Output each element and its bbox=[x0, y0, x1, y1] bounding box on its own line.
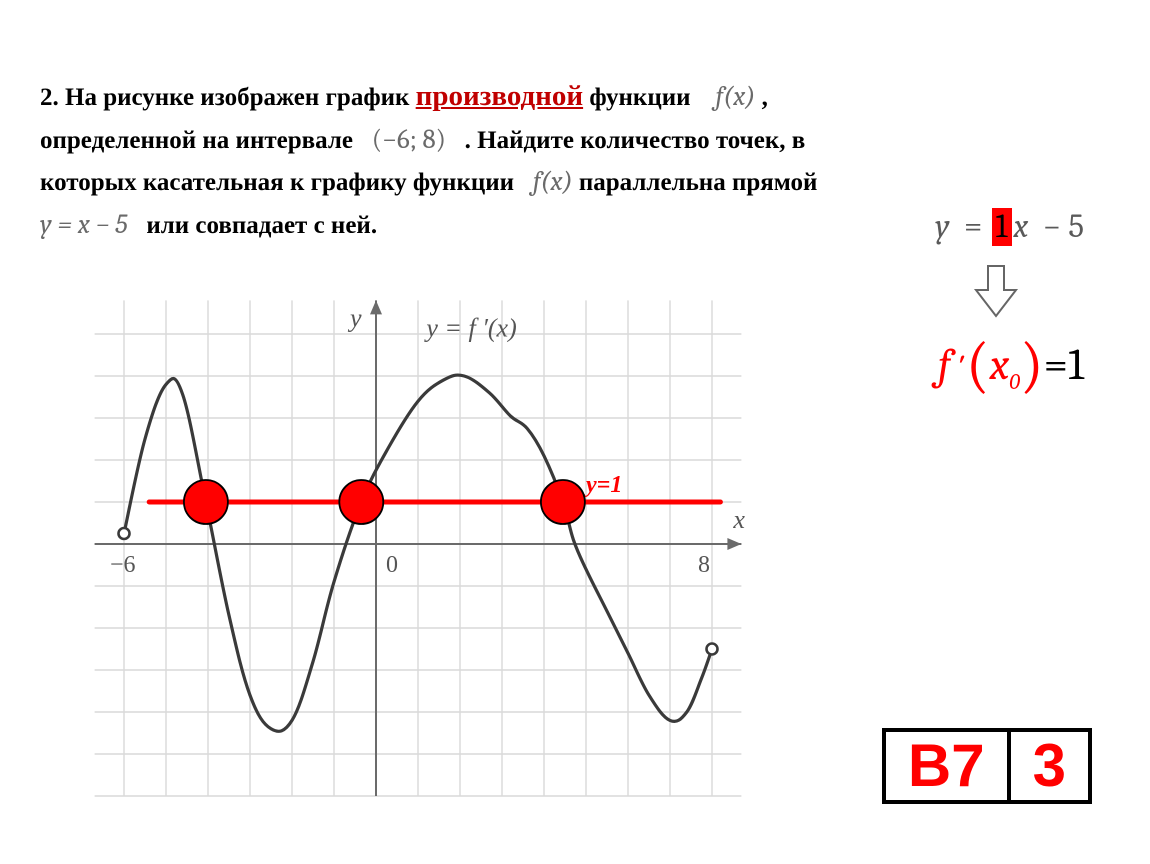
lparen: ( bbox=[966, 329, 990, 401]
svg-text:8: 8 bbox=[698, 552, 710, 578]
equals: = bbox=[1044, 339, 1068, 390]
const: 5 bbox=[1068, 208, 1084, 246]
svg-text:−6: −6 bbox=[110, 552, 136, 578]
solution-label: В7 bbox=[884, 730, 1009, 802]
text: которых касательная к графику функции bbox=[40, 169, 520, 196]
line-eq: y = x − 5 bbox=[40, 209, 128, 240]
text: функции bbox=[589, 84, 696, 111]
svg-text:y=1: y=1 bbox=[583, 472, 622, 498]
prime: ′ bbox=[950, 348, 966, 388]
minus bbox=[1035, 208, 1042, 246]
fx-symbol: f(x) bbox=[716, 81, 756, 112]
text: параллельна прямой bbox=[579, 169, 818, 196]
accent-chip bbox=[0, 176, 36, 200]
x-var: x bbox=[1014, 208, 1029, 246]
problem-text: 2. На рисунке изображен график производн… bbox=[40, 74, 1110, 203]
f-var: f bbox=[938, 339, 951, 390]
interval: (−6; 8) bbox=[372, 124, 446, 155]
text: или совпадает с ней. bbox=[146, 212, 377, 239]
svg-text:y = f ′(x): y = f ′(x) bbox=[423, 313, 516, 342]
solution-box: В7 3 bbox=[882, 728, 1092, 804]
equals-sign: = bbox=[964, 208, 982, 246]
right-column: y = 1x − 5 f ′(x0)=1 bbox=[772, 208, 1092, 393]
fx-symbol: f(x) bbox=[533, 166, 573, 197]
solution-value: 3 bbox=[1009, 730, 1090, 802]
text: , bbox=[762, 84, 768, 111]
x-var: x bbox=[990, 339, 1010, 390]
highlighted-slope: 1 bbox=[992, 208, 1012, 246]
graph: y 0 x −6 8 y = f ′(x) y=1 bbox=[24, 260, 794, 820]
subscript-0: 0 bbox=[1009, 369, 1020, 395]
text: . Найдите количество точек, в bbox=[465, 127, 806, 154]
y-var: y bbox=[935, 208, 949, 246]
svg-text:0: 0 bbox=[386, 552, 398, 578]
text: определенной на интервале bbox=[40, 127, 359, 154]
derivative-equation: f ′(x0)=1 bbox=[772, 328, 1092, 393]
value: 1 bbox=[1068, 339, 1084, 390]
svg-text:y: y bbox=[347, 303, 362, 332]
minus-sign: − bbox=[1043, 208, 1061, 246]
derivative-word: производной bbox=[416, 80, 583, 112]
slope-equation: y = 1x − 5 bbox=[772, 208, 1092, 246]
text: 2. На рисунке изображен график bbox=[40, 84, 416, 111]
rparen: ) bbox=[1020, 329, 1044, 401]
svg-text:x: x bbox=[732, 505, 745, 534]
equals bbox=[957, 208, 964, 246]
down-arrow-icon bbox=[972, 264, 1020, 318]
